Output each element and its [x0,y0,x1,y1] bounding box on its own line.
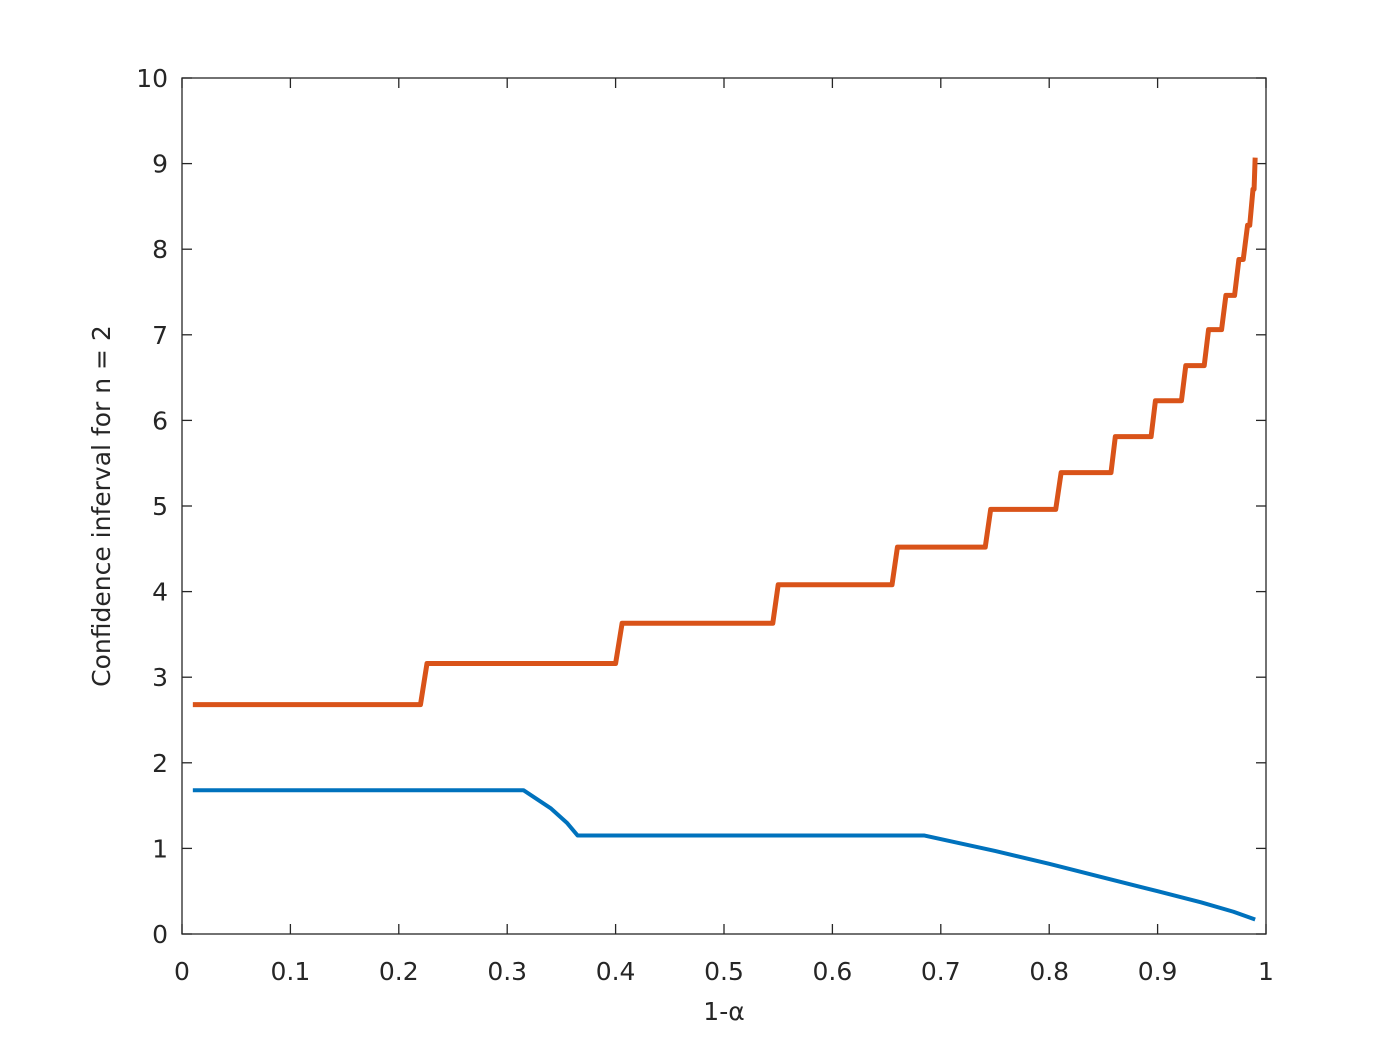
y-tick-label: 1 [152,834,168,863]
y-tick-label: 7 [152,321,168,350]
x-tick-label: 1 [1258,957,1274,986]
x-tick-label: 0.5 [704,957,744,986]
y-tick-label: 10 [136,64,168,93]
y-tick-label: 9 [152,150,168,179]
data-line [192,788,1256,922]
y-tick-label: 3 [152,663,168,692]
x-tick-label: 0.3 [487,957,527,986]
x-tick-label: 0.6 [813,957,853,986]
y-axis-label: Confidence inferval for n = 2 [87,325,116,687]
data-line [192,157,1258,708]
x-tick-label: 0 [174,957,190,986]
y-tick-label: 5 [152,492,168,521]
y-tick-label: 4 [152,578,168,607]
y-tick-label: 2 [152,749,168,778]
y-tick-label: 6 [152,406,168,435]
y-tick-label: 8 [152,235,168,264]
x-tick-label: 0.2 [379,957,419,986]
x-tick-label: 0.7 [921,957,961,986]
x-tick-label: 0.1 [271,957,311,986]
x-tick-label: 0.9 [1138,957,1178,986]
x-axis-label: 1-α [703,997,744,1026]
x-tick-label: 0.4 [596,957,636,986]
x-tick-label: 0.8 [1029,957,1069,986]
y-tick-label: 0 [152,920,168,949]
